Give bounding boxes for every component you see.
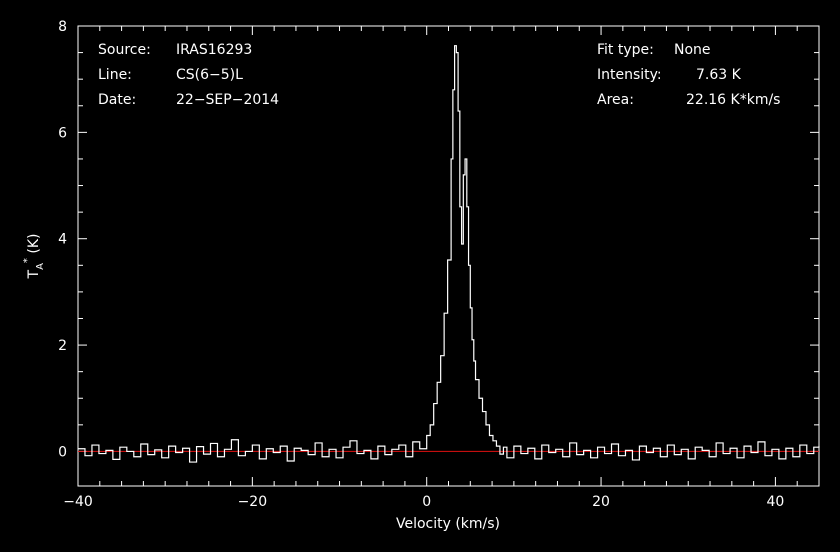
info-fit-value: None <box>674 42 711 58</box>
info-left: Source: IRAS16293 Line: CS(6−5)L Date: 2… <box>98 42 279 108</box>
x-tick-label: 40 <box>766 494 784 510</box>
y-tick-label: 4 <box>58 232 67 248</box>
x-tick-label: 0 <box>422 494 431 510</box>
axis-tick-labels: −40 −20 0 20 40 0 2 4 6 8 <box>58 19 784 510</box>
info-right: Fit type: None Intensity: 7.63 K Area: 2… <box>597 42 780 108</box>
info-source-value: IRAS16293 <box>176 42 252 58</box>
x-axis-label: Velocity (km/s) <box>396 516 500 532</box>
info-intensity-value: 7.63 K <box>696 67 742 83</box>
y-tick-label: 6 <box>58 125 67 141</box>
info-date-key: Date: <box>98 92 136 108</box>
info-intensity-key: Intensity: <box>597 67 662 83</box>
info-area-key: Area: <box>597 92 634 108</box>
info-line-key: Line: <box>98 67 132 83</box>
y-tick-label: 8 <box>58 19 67 35</box>
info-line-value: CS(6−5)L <box>176 67 243 83</box>
spectrum-line <box>78 45 820 463</box>
x-tick-label: −20 <box>238 494 268 510</box>
info-area-value: 22.16 K*km/s <box>686 92 780 108</box>
axis-ticks <box>77 25 820 486</box>
info-date-value: 22−SEP−2014 <box>176 92 279 108</box>
info-source-key: Source: <box>98 42 151 58</box>
x-tick-label: 20 <box>592 494 610 510</box>
info-fit-key: Fit type: <box>597 42 654 58</box>
y-axis-label: TA* (K) <box>22 234 46 280</box>
x-tick-label: −40 <box>63 494 93 510</box>
y-tick-label: 0 <box>58 444 67 460</box>
y-tick-label: 2 <box>58 338 67 354</box>
